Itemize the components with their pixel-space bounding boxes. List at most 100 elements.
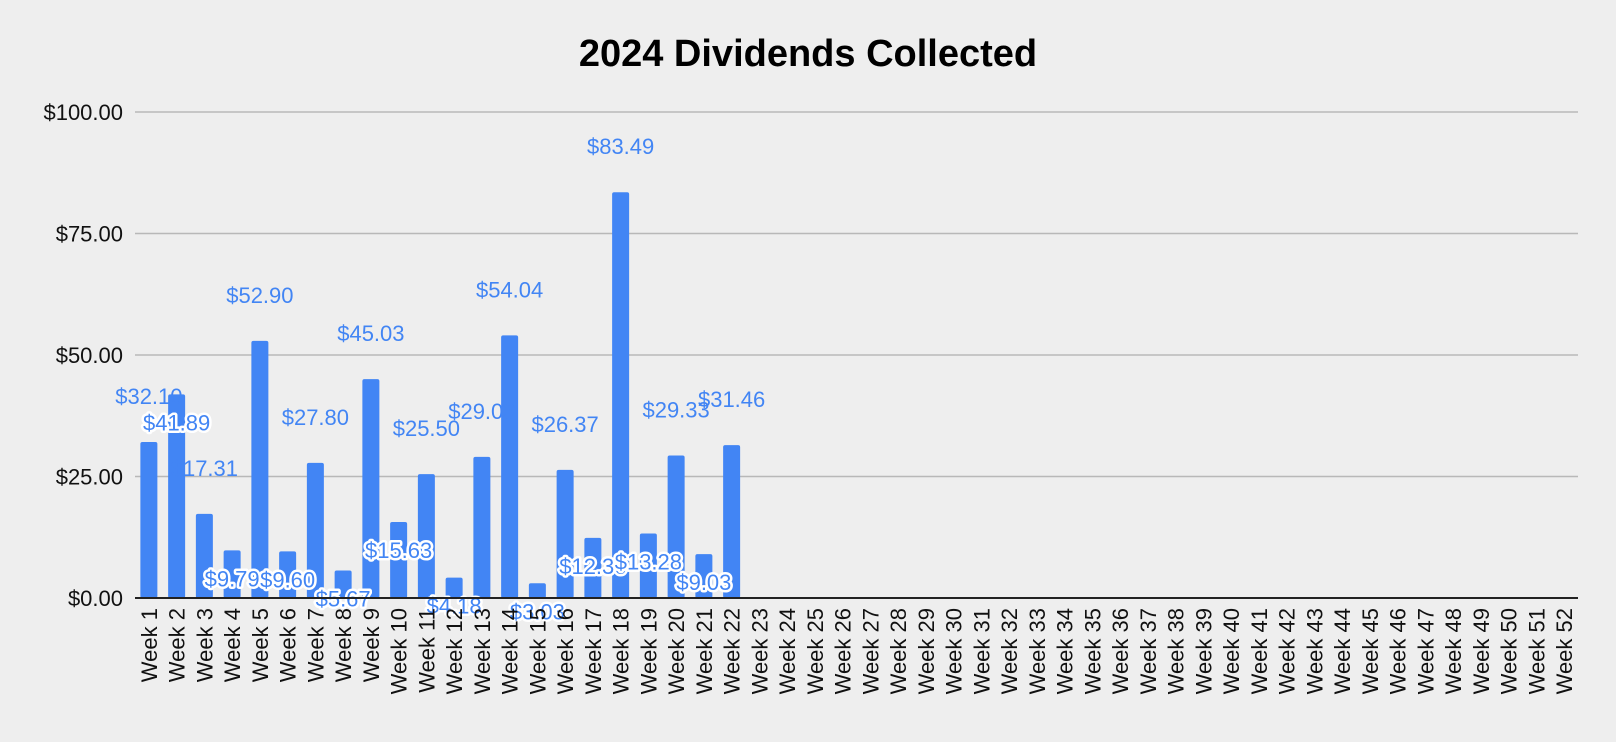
data-label: $29.33 (642, 397, 709, 422)
x-tick-label: Week 48 (1441, 608, 1466, 694)
bar (195, 513, 213, 598)
x-tick-label: Week 45 (1358, 608, 1383, 694)
x-tick-label: Week 36 (1108, 608, 1133, 694)
x-tick-label: Week 39 (1191, 608, 1216, 694)
bar (390, 522, 408, 598)
x-tick-label: Week 23 (747, 608, 772, 694)
x-tick-label: Week 24 (775, 608, 800, 694)
data-label: $12.36 (559, 554, 626, 579)
x-tick-label: Week 16 (553, 608, 578, 694)
data-label: $29.03 (448, 399, 515, 424)
data-label: $4.18 (427, 594, 482, 619)
x-tick-label: Week 9 (359, 608, 384, 682)
data-label: $83.49 (587, 134, 654, 159)
x-tick-label: Week 13 (470, 608, 495, 694)
x-tick-label: Week 35 (1080, 608, 1105, 694)
x-tick-label: Week 38 (1164, 608, 1189, 694)
x-tick-label: Week 5 (248, 608, 273, 682)
data-label: $17.31 (171, 456, 238, 481)
y-tick-label: $50.00 (56, 343, 123, 368)
x-tick-label: Week 40 (1219, 608, 1244, 694)
data-label: $3.03 (510, 599, 565, 624)
y-tick-label: $75.00 (56, 222, 123, 247)
data-label: $26.37 (531, 412, 598, 437)
x-tick-label: Week 12 (442, 608, 467, 694)
bar (168, 394, 186, 598)
bar (306, 462, 324, 598)
data-label: $52.90 (226, 283, 293, 308)
x-tick-label: Week 29 (914, 608, 939, 694)
bar (612, 192, 630, 599)
x-tick-label: Week 41 (1247, 608, 1272, 694)
data-label: $32.10 (115, 384, 182, 409)
bar (417, 474, 435, 598)
bar (639, 533, 657, 598)
x-tick-label: Week 18 (609, 608, 634, 694)
bar (695, 554, 713, 598)
x-tick-label: Week 33 (1025, 608, 1050, 694)
x-tick-label: Week 49 (1469, 608, 1494, 694)
x-tick-label: Week 7 (303, 608, 328, 682)
x-tick-label: Week 30 (942, 608, 967, 694)
data-label: $54.04 (476, 277, 543, 302)
y-tick-label: $0.00 (68, 586, 123, 611)
bar (473, 456, 491, 598)
x-tick-label: Week 34 (1053, 608, 1078, 694)
x-tick-label: Week 15 (525, 608, 550, 694)
bar (251, 340, 269, 598)
x-tick-label: Week 19 (636, 608, 661, 694)
data-label: $25.50 (393, 416, 460, 441)
data-label: $45.03 (337, 321, 404, 346)
bar (223, 550, 241, 598)
x-axis: Week 1 Week 2 Week 3 Week 4 Week 5 Week 6 Week… (135, 597, 1578, 694)
x-tick-label: Week 42 (1275, 608, 1300, 694)
y-tick-label: $100.00 (43, 100, 123, 125)
x-tick-label: Week 46 (1386, 608, 1411, 694)
x-tick-label: Week 22 (720, 608, 745, 694)
x-tick-label: Week 31 (969, 608, 994, 694)
x-tick-label: Week 26 (831, 608, 856, 694)
bar (556, 469, 574, 598)
x-tick-label: Week 28 (886, 608, 911, 694)
y-axis: $0.00 $25.00 $50.00 $75.00 $100.00 (43, 100, 123, 611)
x-tick-label: Week 52 (1552, 608, 1577, 694)
x-tick-label: Week 6 (276, 608, 301, 682)
data-label: $41.89 (143, 410, 210, 435)
data-label: $31.46 (698, 387, 765, 412)
bars (140, 192, 741, 599)
x-tick-label: Week 43 (1302, 608, 1327, 694)
data-label: $9.60 (260, 567, 315, 592)
x-tick-label: Week 17 (581, 608, 606, 694)
x-tick-label: Week 4 (220, 608, 245, 682)
x-tick-label: Week 20 (664, 608, 689, 694)
bar (723, 445, 741, 598)
chart-title: 2024 Dividends Collected (579, 33, 1037, 75)
bar (362, 379, 380, 598)
x-tick-label: Week 11 (414, 608, 439, 693)
bar (140, 441, 158, 598)
x-tick-label: Week 10 (387, 608, 412, 694)
x-tick-label: Week 32 (997, 608, 1022, 694)
grid-lines (135, 111, 1578, 478)
x-tick-label: Week 47 (1413, 608, 1438, 694)
bar (501, 335, 519, 598)
x-tick-label: Week 27 (858, 608, 883, 694)
data-label: $27.80 (282, 405, 349, 430)
data-label: $9.03 (676, 570, 731, 595)
bar (445, 577, 463, 598)
data-label: $13.28 (615, 549, 682, 574)
bar (279, 551, 297, 598)
x-tick-label: Week 8 (331, 608, 356, 682)
x-tick-label: Week 3 (192, 608, 217, 682)
x-tick-label: Week 2 (165, 608, 190, 682)
x-tick-label: Week 25 (803, 608, 828, 694)
x-tick-label: Week 21 (692, 608, 717, 694)
x-tick-label: Week 37 (1136, 608, 1161, 694)
x-tick-label: Week 1 (137, 608, 162, 682)
bar (584, 537, 602, 598)
y-tick-label: $25.00 (56, 465, 123, 490)
bar (528, 583, 546, 598)
bar (667, 455, 685, 598)
